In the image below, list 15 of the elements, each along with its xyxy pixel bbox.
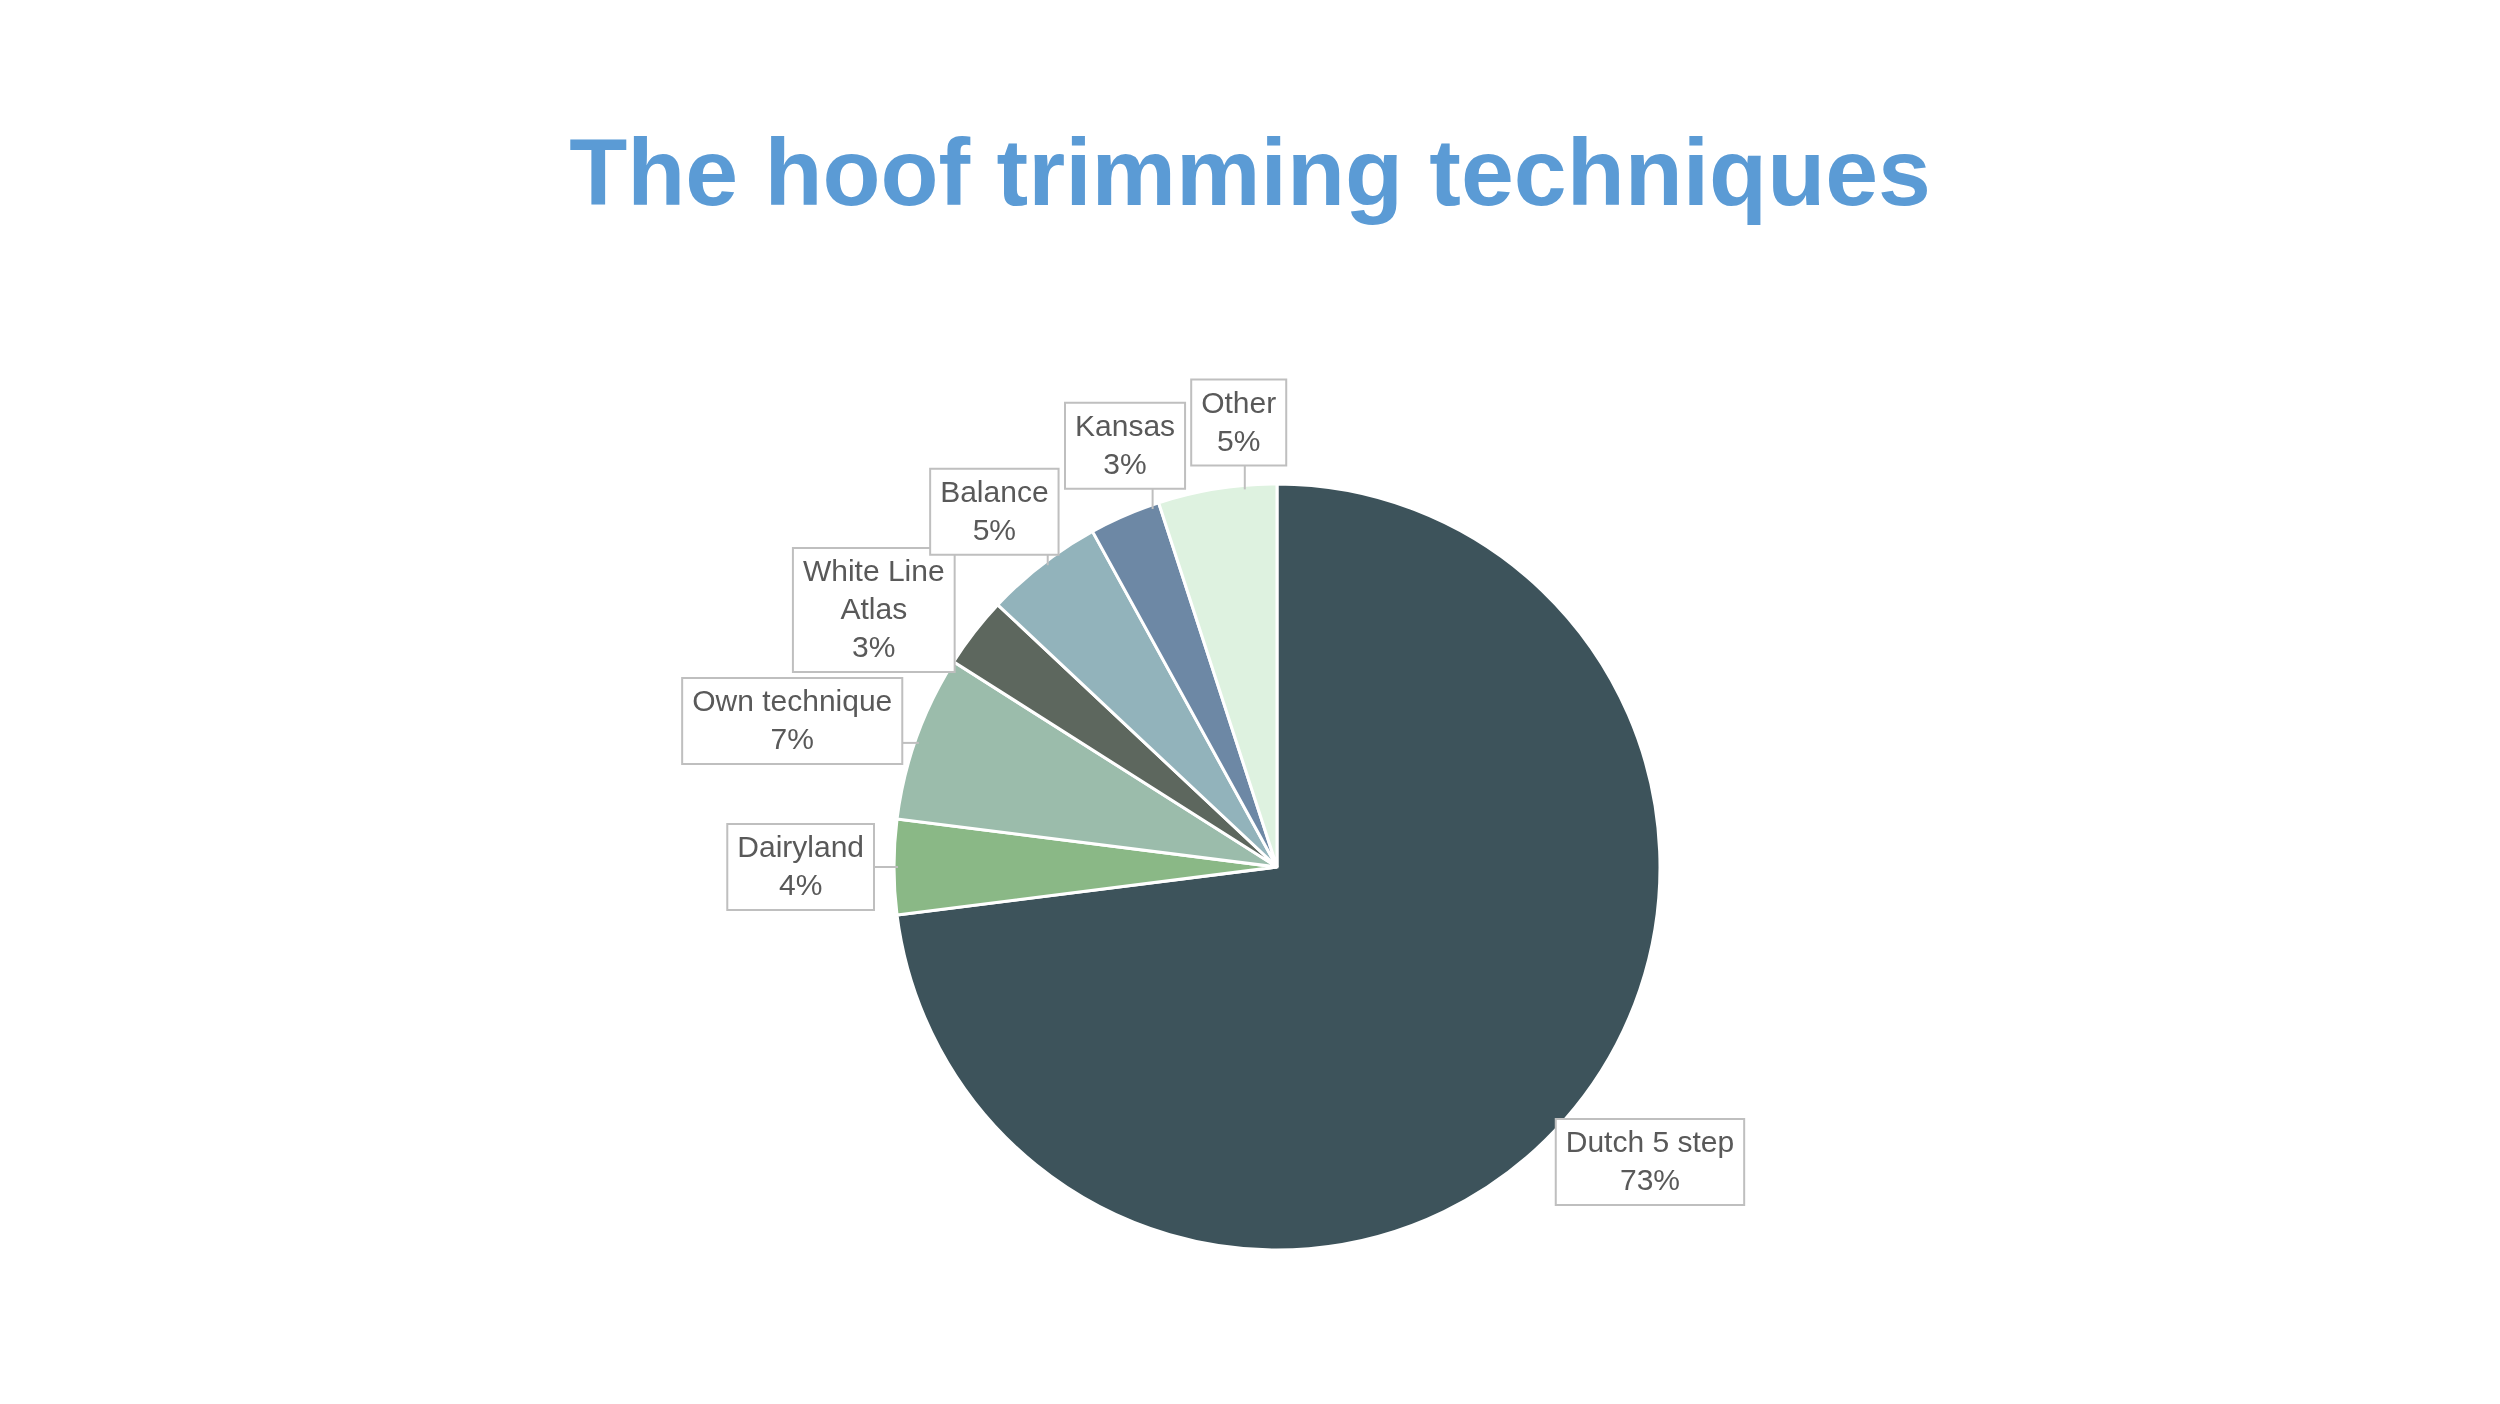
chart-title: The hoof trimming techniques	[569, 119, 1931, 225]
data-label: 5%	[1217, 423, 1261, 457]
slice-label: Kansas	[1074, 408, 1176, 442]
slice-label: Dutch 5 step	[1565, 1124, 1735, 1158]
data-label: 3%	[1103, 446, 1147, 480]
data-label: 4%	[778, 868, 823, 901]
data-label: 5%	[972, 512, 1017, 546]
slice-label: Dairyland	[737, 830, 865, 863]
slice-label: White Line Atlas	[802, 553, 945, 625]
slice-label: Other	[1201, 385, 1277, 419]
data-label: 7%	[770, 721, 814, 755]
data-label: 3%	[852, 629, 896, 663]
data-label: 73%	[1619, 1162, 1680, 1196]
slice-label: Balance	[940, 474, 1049, 508]
slice-label: Own technique	[692, 683, 893, 717]
